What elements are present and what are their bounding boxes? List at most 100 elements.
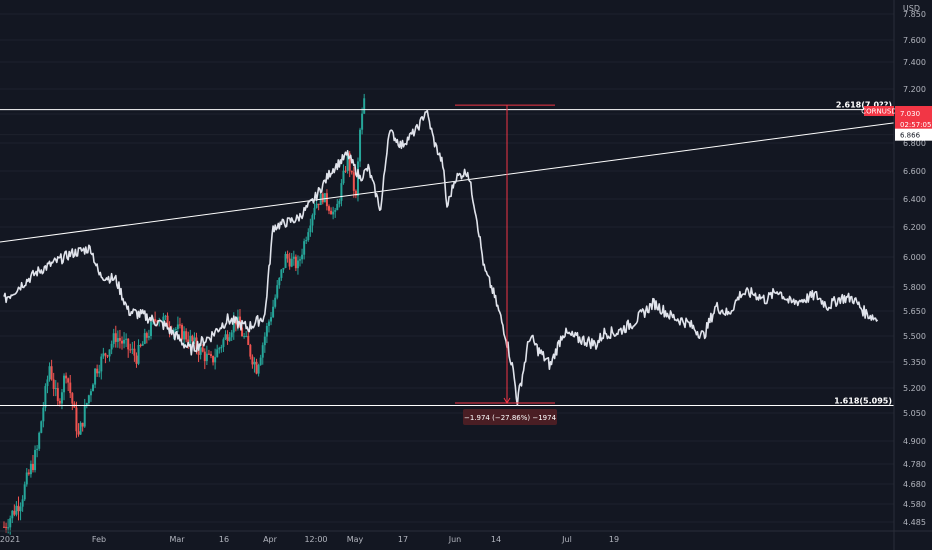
- measure-label-box: [463, 409, 557, 425]
- candle-body: [178, 324, 181, 326]
- candle-body: [294, 256, 297, 269]
- time-tick-label: Mar: [169, 535, 185, 544]
- candle-body: [23, 484, 26, 500]
- price-tick-label: 6.600: [903, 167, 926, 176]
- candle-body: [125, 338, 128, 340]
- candle-body: [100, 356, 103, 372]
- candle-body: [315, 203, 318, 208]
- time-tick-label: 19: [609, 535, 619, 544]
- measure-label: −1.974 (−27.86%) −1974: [464, 414, 557, 422]
- time-tick-label: 2021: [0, 535, 20, 544]
- symbol-tag: [864, 106, 894, 116]
- time-tick-label: May: [347, 535, 364, 544]
- candle-body: [5, 526, 8, 528]
- time-tick-label: 17: [398, 535, 408, 544]
- price-tick-label: 4.680: [903, 480, 926, 489]
- candle-body: [193, 337, 196, 342]
- candle-body: [166, 315, 169, 328]
- candle-body: [259, 357, 262, 365]
- candle-body: [334, 210, 337, 212]
- candle-body: [60, 392, 63, 404]
- marker-price-tag: [895, 128, 932, 141]
- candle-body: [189, 335, 192, 344]
- candle-body: [143, 333, 146, 344]
- price-tick-label: 6.200: [903, 223, 926, 232]
- time-tick-label: Jul: [561, 535, 572, 544]
- candle-body: [224, 334, 227, 340]
- candle-body: [301, 254, 304, 260]
- symbol-tag-text: CORNUSD: [861, 108, 896, 116]
- candle-body: [120, 340, 123, 344]
- candle-body: [286, 253, 289, 259]
- price-tick-label: 5.800: [903, 283, 926, 292]
- candle-body: [176, 324, 179, 329]
- candle-body: [199, 347, 202, 355]
- candle-body: [356, 161, 359, 196]
- last-price-tag: [895, 106, 932, 132]
- price-tick-label: 4.485: [903, 518, 926, 527]
- candle-body: [205, 353, 208, 362]
- candle-body: [226, 334, 229, 341]
- candle-body: [230, 332, 233, 338]
- trend-line[interactable]: [0, 122, 895, 243]
- candle-body: [185, 331, 188, 340]
- candle-body: [247, 335, 250, 345]
- candle-body: [216, 349, 219, 358]
- fib-level-label: 1.618(5.095): [834, 397, 892, 406]
- candle-body: [296, 260, 299, 269]
- candle-body: [290, 258, 293, 267]
- candle-body: [89, 391, 92, 396]
- candle-body: [313, 207, 316, 216]
- candle-body: [327, 206, 330, 211]
- candle-body: [69, 382, 72, 394]
- candle-body: [21, 499, 24, 507]
- candle-body: [63, 375, 66, 393]
- candle-body: [112, 333, 115, 344]
- candle-body: [344, 170, 347, 172]
- candle-body: [71, 393, 74, 404]
- candle-body: [234, 320, 237, 325]
- time-axis[interactable]: 2021 Feb Mar 16 Apr 12:00 May 17 Jun 14 Jul 19: [0, 535, 619, 544]
- price-tick-label: 5.500: [903, 332, 926, 341]
- candle-body: [218, 348, 221, 350]
- candle-body: [243, 336, 246, 338]
- candle-body: [92, 384, 95, 392]
- candle-body: [325, 193, 328, 207]
- candle-body: [158, 321, 161, 323]
- candle-body: [350, 170, 353, 173]
- overlay-lines: 2.618(7.0??) 1.618(5.095): [0, 101, 895, 406]
- candle-body: [307, 232, 310, 241]
- candle-body: [42, 407, 45, 422]
- candle-body: [272, 306, 275, 318]
- grid: [0, 13, 894, 523]
- candle-body: [3, 526, 5, 528]
- candle-body: [48, 366, 51, 380]
- candle-body: [65, 375, 68, 379]
- candle-body: [340, 183, 343, 201]
- candle-body: [108, 349, 111, 357]
- candle-body: [191, 335, 194, 342]
- price-tick-label: 7.850: [903, 10, 926, 19]
- candle-body: [187, 339, 190, 344]
- time-tick-label: Jun: [448, 535, 462, 544]
- candle-body: [13, 510, 16, 515]
- measure-tool[interactable]: −1.974 (−27.86%) −1974: [455, 104, 557, 425]
- candle-body: [220, 346, 223, 349]
- candle-body: [131, 348, 134, 350]
- candle-body: [34, 449, 37, 471]
- candle-body: [257, 364, 260, 374]
- price-tick-label: 5.350: [903, 358, 926, 367]
- candle-body: [299, 259, 302, 261]
- candle-body: [135, 355, 138, 364]
- candle-body: [147, 336, 150, 338]
- time-tick-label: Feb: [92, 535, 106, 544]
- candle-body: [87, 395, 90, 404]
- candle-body: [96, 368, 99, 374]
- price-tick-label: 4.900: [903, 437, 926, 446]
- candle-body: [27, 472, 30, 475]
- candle-body: [278, 277, 281, 286]
- candle-body: [222, 339, 225, 347]
- candle-body: [228, 337, 231, 341]
